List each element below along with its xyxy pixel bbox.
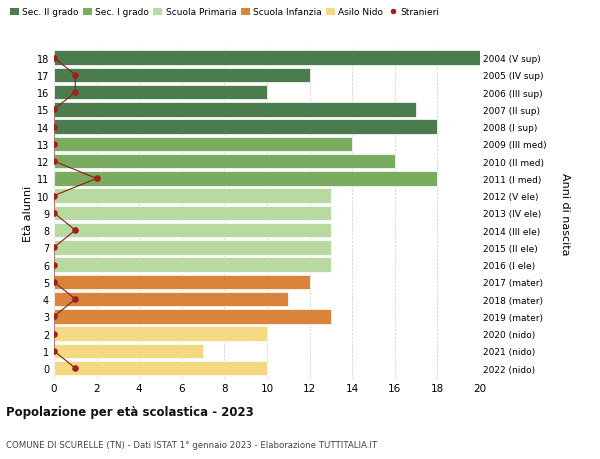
Bar bbox=[54, 361, 267, 375]
Point bbox=[71, 89, 80, 96]
Bar bbox=[54, 103, 416, 118]
Point bbox=[92, 175, 101, 183]
Point bbox=[49, 193, 59, 200]
Bar bbox=[54, 275, 310, 290]
Point bbox=[49, 330, 59, 338]
Point bbox=[71, 227, 80, 234]
Bar bbox=[54, 120, 437, 134]
Bar bbox=[54, 137, 352, 152]
Point bbox=[49, 158, 59, 165]
Point bbox=[49, 244, 59, 252]
Legend: Sec. II grado, Sec. I grado, Scuola Primaria, Scuola Infanzia, Asilo Nido, Stran: Sec. II grado, Sec. I grado, Scuola Prim… bbox=[6, 5, 443, 21]
Point bbox=[49, 210, 59, 217]
Point bbox=[49, 106, 59, 114]
Point bbox=[49, 141, 59, 148]
Point bbox=[71, 296, 80, 303]
Text: COMUNE DI SCURELLE (TN) - Dati ISTAT 1° gennaio 2023 - Elaborazione TUTTITALIA.I: COMUNE DI SCURELLE (TN) - Dati ISTAT 1° … bbox=[6, 441, 377, 449]
Bar bbox=[54, 309, 331, 324]
Bar bbox=[54, 155, 395, 169]
Point bbox=[49, 279, 59, 286]
Bar bbox=[54, 224, 331, 238]
Y-axis label: Età alunni: Età alunni bbox=[23, 185, 32, 241]
Bar bbox=[54, 241, 331, 255]
Bar bbox=[54, 51, 480, 66]
Bar bbox=[54, 68, 310, 83]
Point bbox=[49, 313, 59, 320]
Bar bbox=[54, 344, 203, 358]
Point bbox=[71, 72, 80, 79]
Point bbox=[49, 55, 59, 62]
Bar bbox=[54, 292, 289, 307]
Point bbox=[49, 261, 59, 269]
Y-axis label: Anni di nascita: Anni di nascita bbox=[560, 172, 570, 255]
Bar bbox=[54, 258, 331, 272]
Point bbox=[71, 364, 80, 372]
Bar bbox=[54, 86, 267, 100]
Bar bbox=[54, 189, 331, 203]
Point bbox=[49, 123, 59, 131]
Point bbox=[49, 347, 59, 355]
Bar bbox=[54, 206, 331, 221]
Text: Popolazione per età scolastica - 2023: Popolazione per età scolastica - 2023 bbox=[6, 405, 254, 419]
Bar bbox=[54, 172, 437, 186]
Bar bbox=[54, 327, 267, 341]
